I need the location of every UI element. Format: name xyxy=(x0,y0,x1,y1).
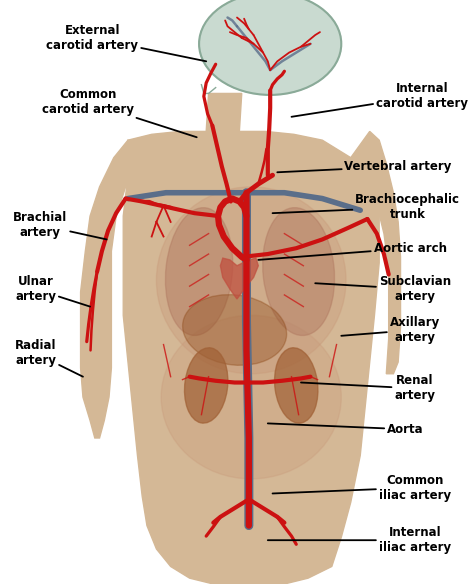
Text: External
carotid artery: External carotid artery xyxy=(46,24,206,61)
Polygon shape xyxy=(206,93,242,131)
Text: Brachial
artery: Brachial artery xyxy=(13,211,107,239)
Text: Common
iliac artery: Common iliac artery xyxy=(273,474,451,502)
Text: Radial
artery: Radial artery xyxy=(15,339,83,377)
Text: Aorta: Aorta xyxy=(268,423,424,436)
Polygon shape xyxy=(123,131,379,584)
Text: Subclavian
artery: Subclavian artery xyxy=(315,275,451,303)
Text: Internal
carotid artery: Internal carotid artery xyxy=(292,82,468,117)
Ellipse shape xyxy=(161,315,341,479)
Ellipse shape xyxy=(156,187,346,374)
Ellipse shape xyxy=(184,348,228,423)
Text: Vertebral artery: Vertebral artery xyxy=(277,160,452,173)
Text: Common
carotid artery: Common carotid artery xyxy=(42,88,197,137)
Polygon shape xyxy=(220,258,258,299)
Ellipse shape xyxy=(165,208,233,335)
Text: Ulnar
artery: Ulnar artery xyxy=(15,275,90,307)
Text: Internal
iliac artery: Internal iliac artery xyxy=(268,526,451,554)
Ellipse shape xyxy=(199,0,341,95)
Ellipse shape xyxy=(274,348,318,423)
Text: Axillary
artery: Axillary artery xyxy=(341,316,440,344)
Polygon shape xyxy=(351,131,401,374)
Text: Aortic arch: Aortic arch xyxy=(258,242,447,260)
Ellipse shape xyxy=(263,208,335,335)
Text: Brachiocephalic
trunk: Brachiocephalic trunk xyxy=(273,193,460,221)
Text: Renal
artery: Renal artery xyxy=(301,374,435,402)
Ellipse shape xyxy=(182,294,287,366)
Polygon shape xyxy=(81,140,142,438)
